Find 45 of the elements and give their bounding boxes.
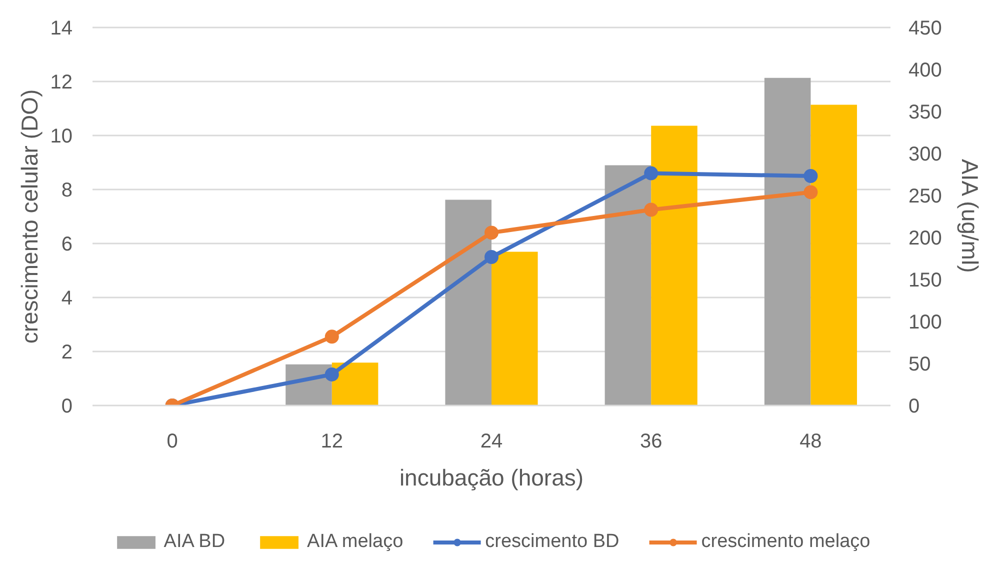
- point: [644, 166, 658, 180]
- legend-label: crescimento melaço: [701, 531, 870, 553]
- y2-tick-label: 300: [908, 144, 942, 166]
- y2-tick-label: 150: [908, 270, 942, 292]
- legend-label: AIA melaço: [307, 531, 404, 553]
- point: [324, 330, 339, 344]
- bar: [810, 104, 857, 406]
- point: [484, 226, 498, 240]
- x-tick-label: 48: [800, 430, 822, 452]
- y-tick-label: 2: [61, 342, 72, 364]
- y-tick-label: 8: [61, 180, 72, 202]
- point: [484, 250, 498, 264]
- y2-tick-label: 350: [908, 102, 942, 124]
- bar: [445, 200, 492, 406]
- point: [804, 185, 818, 200]
- x-tick-label: 12: [320, 430, 344, 452]
- y2-tick-label: 50: [908, 354, 931, 376]
- y-tick-label: 14: [50, 18, 73, 40]
- x-tick-label: 36: [640, 430, 662, 452]
- bar: [332, 362, 378, 406]
- x-axis-title: incubação (horas): [399, 464, 584, 490]
- point: [644, 202, 658, 217]
- bar: [651, 126, 698, 406]
- y-tick-label: 12: [50, 72, 73, 94]
- y-axis-title: crescimento celular (DO): [16, 89, 42, 344]
- y-tick-label: 6: [61, 234, 72, 256]
- bar: [764, 78, 811, 406]
- y2-tick-label: 200: [908, 228, 942, 250]
- y2-tick-label: 0: [908, 396, 920, 418]
- y-tick-label: 4: [61, 288, 72, 310]
- y2-tick-label: 400: [908, 60, 942, 82]
- point: [324, 367, 339, 382]
- y2-tick-label: 450: [908, 18, 942, 40]
- y-tick-label: 10: [50, 126, 73, 148]
- legend-label: crescimento BD: [485, 531, 620, 553]
- y-tick-label: 0: [61, 396, 72, 418]
- x-tick-label: 24: [480, 430, 503, 452]
- x-tick-label: 0: [166, 430, 178, 452]
- y2-axis-title: AIA (ug/ml): [956, 158, 983, 273]
- y2-tick-label: 100: [908, 312, 942, 334]
- bar: [604, 165, 652, 406]
- point: [804, 169, 818, 183]
- legend-label: AIA BD: [164, 531, 226, 553]
- y2-tick-label: 250: [908, 186, 942, 208]
- bar: [492, 252, 538, 406]
